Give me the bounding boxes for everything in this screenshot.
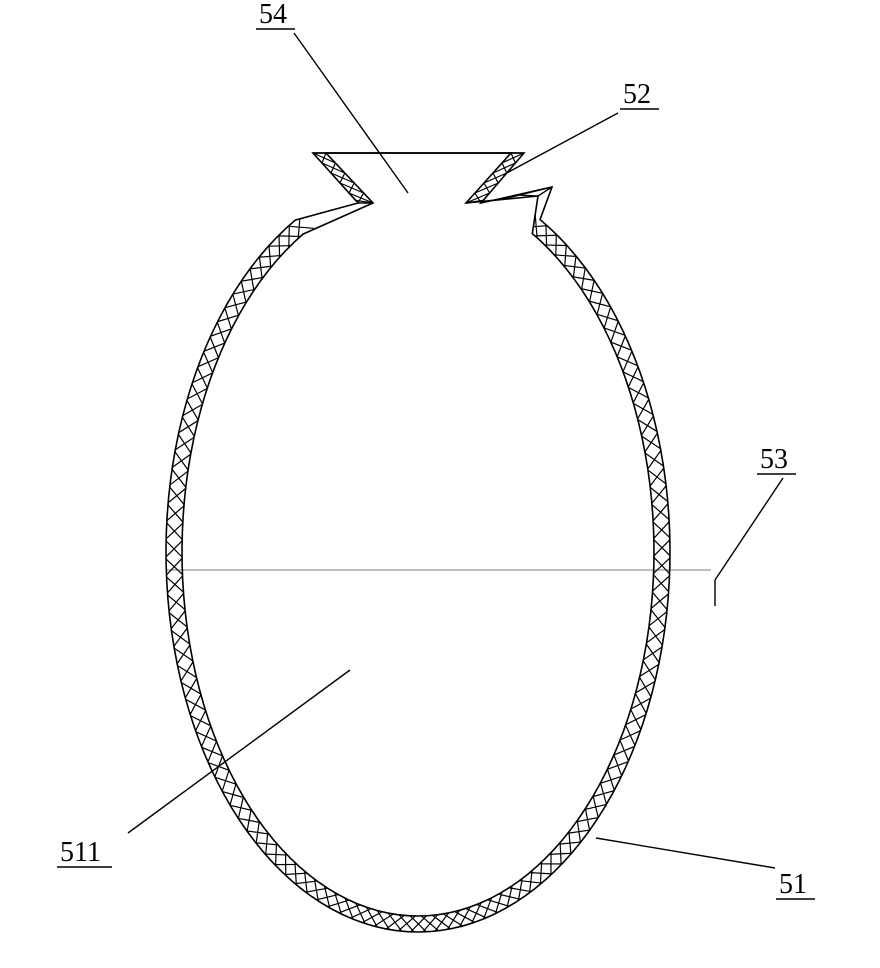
callout-label: 54	[259, 0, 287, 30]
wall-hatch	[164, 153, 673, 935]
callout-label: 53	[760, 444, 788, 475]
callout-label: 511	[60, 837, 101, 868]
leader-line	[128, 670, 350, 833]
callout-label: 52	[623, 79, 651, 110]
vessel-outline	[166, 153, 670, 932]
callout-label: 51	[779, 869, 807, 900]
leader-line	[596, 838, 775, 868]
leader-line	[294, 33, 408, 193]
leader-line	[503, 113, 618, 175]
leader-line	[715, 478, 783, 580]
